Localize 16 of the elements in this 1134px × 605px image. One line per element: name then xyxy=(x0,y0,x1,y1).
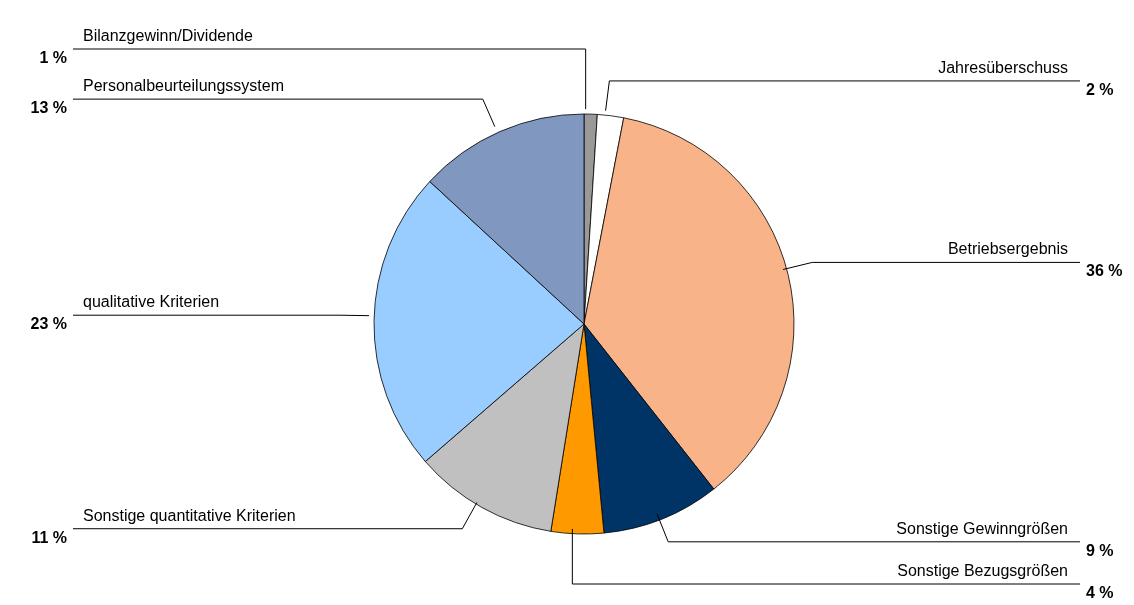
data-label: 4 % xyxy=(1086,584,1114,601)
data-label: 36 % xyxy=(1086,262,1123,280)
slice-label: Personalbeurteilungssystem xyxy=(83,77,284,95)
slice-label: Betriebsergebnis xyxy=(947,240,1068,258)
data-label: 11 % xyxy=(31,528,67,546)
data-label: 23 % xyxy=(30,315,67,333)
slice-label: Sonstige Gewinngrößen xyxy=(896,519,1068,537)
slice-label: Bilanzgewinn/Dividende xyxy=(83,27,253,44)
data-label: 9 % xyxy=(1086,541,1114,559)
slice-label: qualitative Kriterien xyxy=(83,293,220,311)
slice-label: Sonstige Bezugsgrößen xyxy=(897,562,1068,579)
slice-label: Jahresüberschuss xyxy=(938,58,1068,76)
slice-label: Sonstige quantitative Kriterien xyxy=(83,506,296,524)
data-label: 2 % xyxy=(1086,80,1114,98)
data-label: 1 % xyxy=(39,49,67,66)
data-label: 13 % xyxy=(30,99,67,117)
